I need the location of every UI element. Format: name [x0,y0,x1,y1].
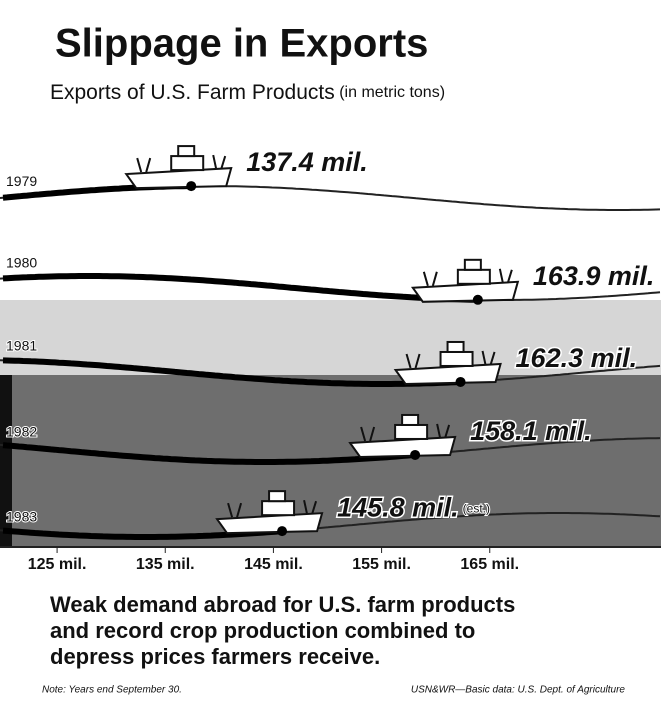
value-label: 145.8 mil. [337,492,459,522]
ship-bridge [177,145,196,158]
subtitle-note: (in metric tons) [339,84,445,101]
x-tick-label: 135 mil. [136,556,195,573]
value-line [2,273,476,303]
chart-title: Slippage in Exports [55,22,428,66]
ship-masts [136,154,227,173]
caption-line: Weak demand abroad for U.S. farm product… [50,592,515,617]
subtitle: Exports of U.S. Farm Products (in metric… [50,81,445,104]
value-line [2,357,460,387]
ship-bridge [268,490,287,503]
x-tick-label: 165 mil. [460,556,519,573]
ship [124,145,233,192]
ship-dot [455,376,466,387]
year-label: 1983 [6,509,37,525]
x-tick-label: 145 mil. [244,556,303,573]
value-label: 162.3 mil. [516,343,638,373]
ship [348,413,457,460]
ship [393,340,502,387]
ship-cabin [456,268,491,285]
ship-cabin [261,500,296,517]
year-label: 1982 [6,423,37,439]
band-edge [0,375,12,547]
ship [410,258,520,305]
x-tick-label: 125 mil. [28,556,87,573]
subtitle-main: Exports of U.S. Farm Products [50,81,335,104]
ship [215,490,324,537]
note: Note: Years end September 30. [42,685,182,696]
value-label: 158.1 mil. [470,416,592,446]
ship-masts [360,423,451,442]
year-label: 1981 [6,338,37,354]
ship-cabin [439,350,474,367]
value-label: 163.9 mil. [533,261,655,291]
ship-cabin [170,155,205,172]
ship-dot [410,449,421,460]
year-label: 1979 [6,173,37,189]
ship-bridge [463,258,482,271]
value-line [2,527,280,540]
ship-dot [277,526,288,537]
ship-dot [472,294,483,305]
caption-line: and record crop production combined to [50,618,475,643]
caption-line: depress prices farmers receive. [50,644,380,669]
ship-bridge [401,413,420,426]
ship-cabin [394,423,429,440]
annotation: (est.) [463,501,490,515]
ship-masts [422,268,513,287]
band-light [0,300,661,375]
value-line [2,442,416,465]
year-label: 1980 [6,254,37,270]
x-tick-label: 155 mil. [352,556,411,573]
ship-masts [405,350,496,369]
ship-dot [186,181,197,192]
ship-masts [227,499,318,518]
source: USN&WR—Basic data: U.S. Dept. of Agricul… [411,685,626,696]
ship-bridge [446,340,465,353]
value-label: 137.4 mil. [246,147,368,177]
